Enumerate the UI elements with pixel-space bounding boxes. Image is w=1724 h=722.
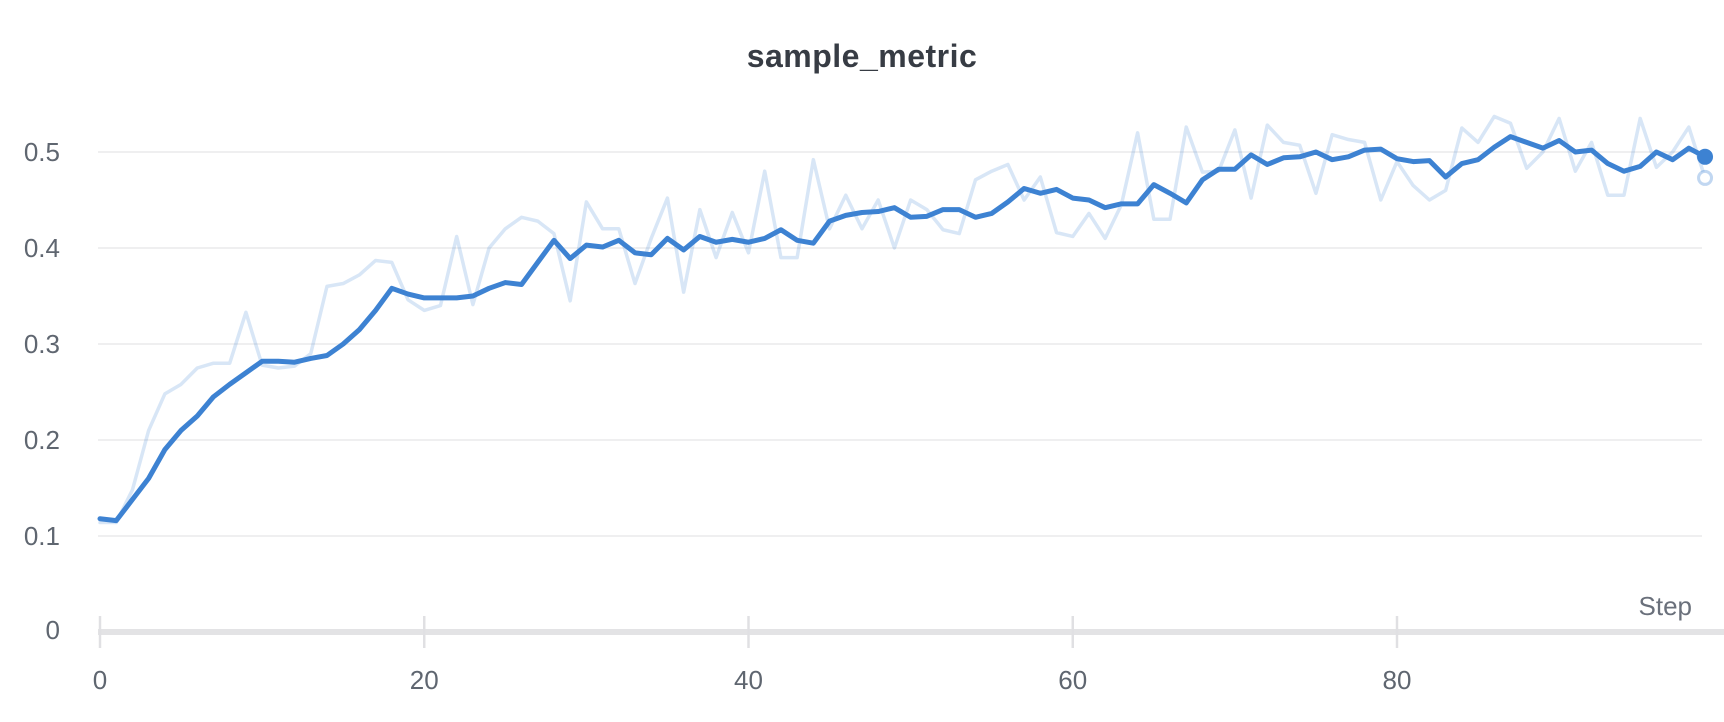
y-tick-label: 0.5: [24, 137, 60, 167]
x-axis-title: Step: [1639, 591, 1693, 621]
y-tick-label: 0.2: [24, 425, 60, 455]
y-tick-label: 0.3: [24, 329, 60, 359]
x-tick-label: 80: [1383, 665, 1412, 695]
raw-series-line: [98, 114, 1707, 525]
chart-title: sample_metric: [746, 38, 978, 74]
x-tick-label: 40: [734, 665, 763, 695]
smoothed-endpoint-dot: [1697, 148, 1714, 165]
x-tick-label: 0: [93, 665, 107, 695]
x-tick-label: 20: [410, 665, 439, 695]
y-tick-label: 0.4: [24, 233, 60, 263]
x-axis-line: [98, 629, 1724, 635]
x-tick-label: 60: [1058, 665, 1087, 695]
y-tick-label: 0.1: [24, 521, 60, 551]
smoothed-series-line: [97, 134, 1708, 524]
y-tick-label: 0: [46, 615, 60, 645]
raw-endpoint-ring: [1697, 169, 1714, 186]
